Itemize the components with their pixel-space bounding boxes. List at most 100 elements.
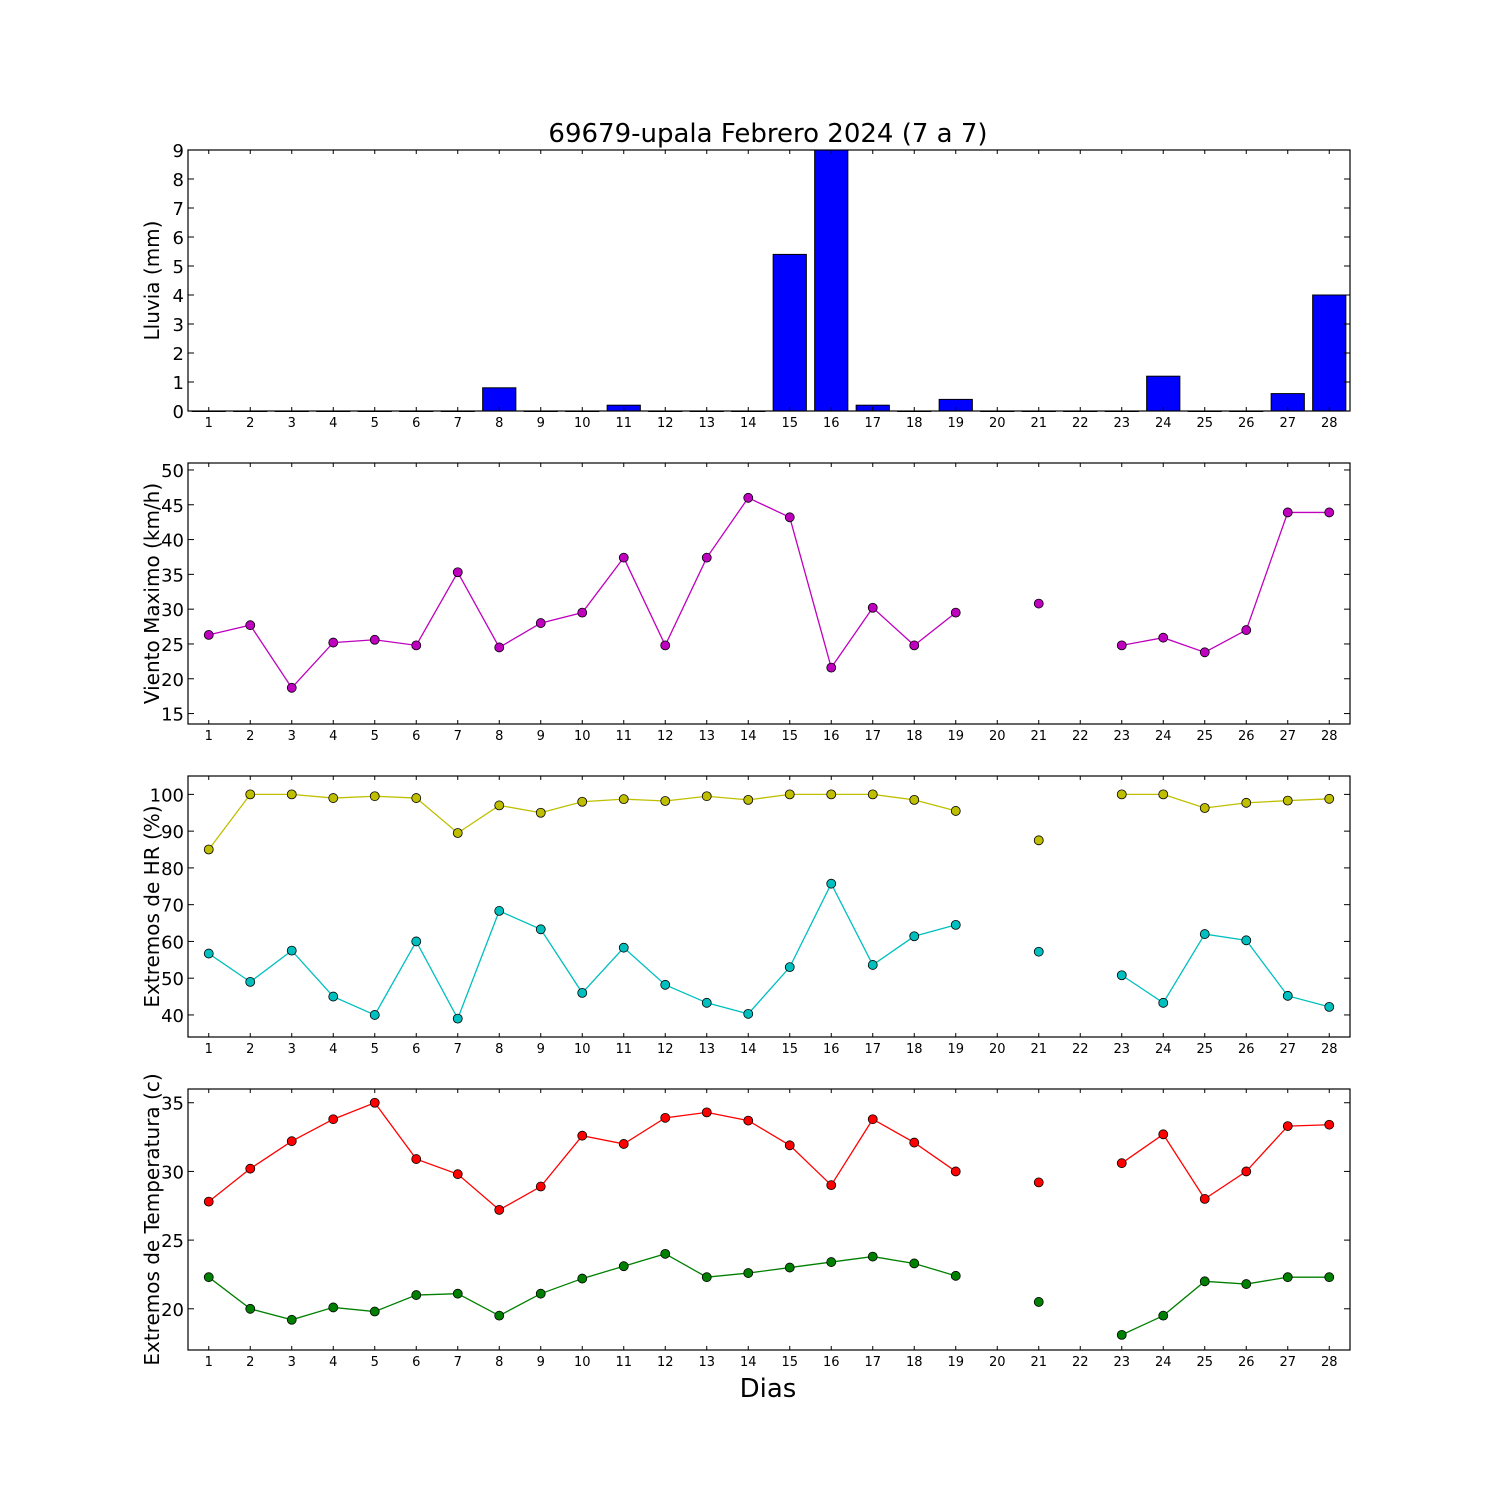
series-1-point-day-2 [245, 789, 256, 800]
x-tick-label: 5 [371, 1355, 379, 1370]
x-tick-label: 2 [246, 729, 254, 744]
series-2-line-3 [1121, 933, 1330, 1008]
series-2-point-day-5 [369, 1010, 380, 1020]
series-2-point-day-10 [577, 987, 588, 998]
series-1-point-day-23 [1116, 789, 1127, 800]
series-1-point-day-2 [245, 1163, 256, 1174]
series-1-point-day-7 [452, 828, 463, 838]
x-tick-label: 16 [823, 729, 840, 744]
x-tick-label: 10 [574, 416, 591, 431]
series-1-point-day-5 [369, 634, 380, 645]
y-tick-label: 3 [173, 315, 184, 336]
y-tick-label: 30 [161, 1162, 184, 1183]
y-tick-label: 7 [173, 199, 184, 220]
series-1-line-3 [1121, 793, 1330, 809]
series-1-point-day-4 [328, 637, 339, 648]
x-tick-label: 7 [454, 1355, 462, 1370]
series-1-point-day-14 [743, 794, 754, 805]
series-1-point-day-15 [784, 1140, 795, 1151]
x-tick-label: 23 [1113, 729, 1130, 744]
y-tick-label: 20 [161, 1300, 184, 1321]
y-tick-label: 1 [173, 373, 184, 394]
series-1-point-day-10 [577, 796, 588, 807]
x-tick-label: 6 [412, 1355, 420, 1370]
x-tick-label: 25 [1196, 416, 1213, 431]
x-tick-label: 8 [495, 416, 503, 431]
x-tick-label: 28 [1321, 729, 1338, 744]
y-tick-label: 100 [150, 785, 184, 806]
y-tick-label: 50 [161, 969, 184, 990]
x-tick-label: 7 [454, 729, 462, 744]
y-tick-label: 20 [161, 670, 184, 691]
series-1-point-day-9 [535, 618, 546, 628]
series-2-point-day-26 [1241, 935, 1252, 946]
series-1-point-day-2 [245, 620, 256, 631]
x-tick-label: 14 [740, 1042, 757, 1057]
series-2-point-day-7 [452, 1288, 463, 1299]
x-tick-label: 2 [246, 1355, 254, 1370]
x-tick-label: 13 [698, 729, 715, 744]
series-1-point-day-11 [618, 794, 629, 805]
x-tick-label: 25 [1196, 1355, 1213, 1370]
series-2-point-day-9 [535, 924, 546, 935]
series-2-point-day-27 [1282, 1272, 1293, 1283]
y-tick-label: 35 [161, 565, 184, 586]
x-tick-label: 22 [1072, 416, 1089, 431]
series-1-point-day-9 [535, 1181, 546, 1192]
series-1-point-day-3 [286, 789, 297, 800]
y-tick-label: 40 [161, 531, 184, 552]
y-axis-label: Viento Maximo (km/h) [140, 483, 164, 704]
x-tick-label: 7 [454, 1042, 462, 1057]
series-1-point-day-26 [1241, 625, 1252, 635]
y-tick-label: 60 [161, 932, 184, 953]
x-tick-label: 22 [1072, 1355, 1089, 1370]
series-2-point-day-27 [1282, 990, 1293, 1001]
series-1-point-day-25 [1199, 647, 1210, 658]
x-tick-label: 13 [698, 1042, 715, 1057]
series-1-point-day-1 [203, 844, 214, 855]
x-tick-label: 10 [574, 1355, 591, 1370]
plot-frame [187, 1088, 1351, 1351]
x-tick-label: 4 [329, 1042, 337, 1057]
series-2-point-day-28 [1324, 1001, 1335, 1012]
x-tick-label: 4 [329, 1355, 337, 1370]
series-2-point-day-7 [452, 1013, 463, 1024]
bar-day-28 [1312, 294, 1347, 412]
series-1-point-day-24 [1158, 1129, 1169, 1140]
x-tick-label: 18 [906, 416, 923, 431]
series-1-point-day-8 [494, 1204, 505, 1215]
x-axis-label: Dias [740, 1374, 797, 1404]
series-2-point-day-12 [660, 979, 671, 990]
series-2-point-day-11 [618, 942, 629, 953]
series-1-line-1 [208, 496, 957, 689]
series-2-point-day-18 [909, 1258, 920, 1269]
x-tick-label: 19 [947, 1042, 964, 1057]
series-2-point-day-18 [909, 931, 920, 942]
x-tick-label: 27 [1279, 1042, 1296, 1057]
y-tick-label: 70 [161, 896, 184, 917]
x-tick-label: 24 [1155, 1355, 1172, 1370]
x-tick-label: 8 [495, 1042, 503, 1057]
series-2-point-day-13 [701, 1272, 712, 1283]
series-2-point-day-4 [328, 991, 339, 1002]
y-tick-label: 5 [173, 257, 184, 278]
series-1-point-day-17 [867, 1114, 878, 1125]
x-tick-label: 25 [1196, 729, 1213, 744]
series-2-point-day-19 [950, 1270, 961, 1281]
series-1-point-day-16 [826, 1180, 837, 1191]
x-tick-label: 16 [823, 1042, 840, 1057]
series-2-point-day-11 [618, 1261, 629, 1272]
x-tick-label: 19 [947, 729, 964, 744]
series-1-line-3 [1121, 511, 1330, 654]
y-tick-label: 50 [161, 461, 184, 482]
x-tick-label: 21 [1030, 416, 1047, 431]
figure-title: 69679-upala Febrero 2024 (7 a 7) [548, 119, 987, 149]
x-tick-label: 13 [698, 1355, 715, 1370]
x-tick-label: 5 [371, 729, 379, 744]
series-2-point-day-17 [867, 1251, 878, 1262]
series-1-point-day-12 [660, 640, 671, 651]
x-tick-label: 27 [1279, 729, 1296, 744]
x-tick-label: 3 [288, 1355, 296, 1370]
series-2-point-day-2 [245, 1303, 256, 1314]
